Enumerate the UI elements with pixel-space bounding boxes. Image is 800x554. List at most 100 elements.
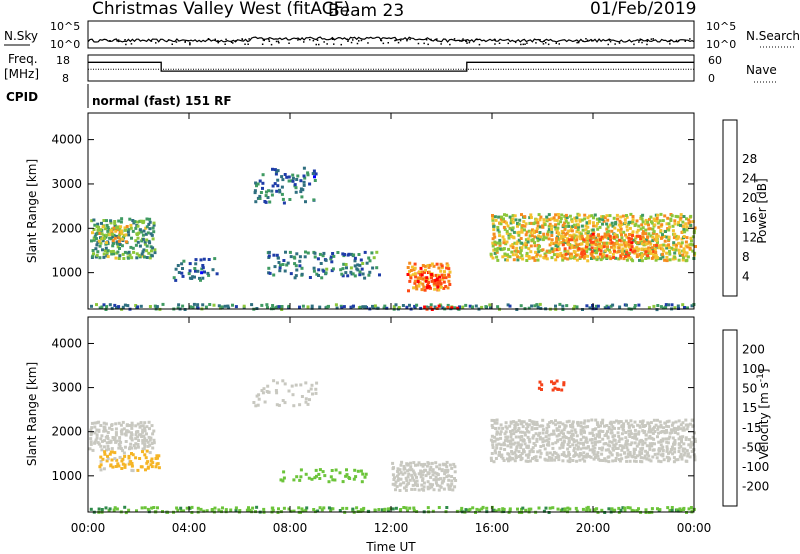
noise-search-point bbox=[124, 39, 126, 41]
data-point bbox=[130, 423, 134, 427]
data-point bbox=[514, 430, 518, 434]
noise-search-point bbox=[318, 43, 320, 46]
data-point bbox=[113, 506, 117, 510]
y-tick-label: 2000 bbox=[51, 221, 82, 235]
data-point bbox=[631, 425, 635, 429]
data-point bbox=[503, 252, 507, 256]
data-point bbox=[612, 420, 616, 424]
data-point bbox=[603, 235, 607, 239]
data-point bbox=[261, 186, 264, 190]
data-point bbox=[344, 263, 348, 266]
data-point bbox=[288, 250, 292, 254]
data-point bbox=[633, 448, 637, 451]
data-point bbox=[640, 460, 644, 464]
noise-search-point bbox=[350, 41, 353, 44]
data-point bbox=[113, 236, 117, 240]
data-point bbox=[495, 446, 499, 450]
data-point bbox=[580, 242, 584, 246]
data-point bbox=[644, 508, 648, 512]
data-point bbox=[504, 242, 508, 246]
noise-search-point bbox=[608, 39, 611, 41]
noise-search-point bbox=[591, 40, 593, 42]
data-point bbox=[567, 240, 570, 244]
data-point bbox=[509, 435, 513, 439]
data-point bbox=[618, 225, 622, 228]
data-point bbox=[557, 247, 561, 251]
data-point bbox=[634, 432, 638, 436]
data-point bbox=[221, 506, 224, 510]
data-point bbox=[433, 471, 437, 475]
data-point bbox=[127, 228, 131, 232]
data-point bbox=[670, 508, 674, 512]
data-point bbox=[414, 463, 417, 467]
y-tick-label: 3000 bbox=[51, 177, 82, 191]
data-point bbox=[658, 219, 662, 223]
data-point bbox=[600, 452, 604, 456]
data-point bbox=[641, 220, 645, 224]
data-point bbox=[562, 432, 565, 436]
data-point bbox=[431, 509, 435, 513]
data-point bbox=[498, 432, 502, 436]
data-point bbox=[491, 244, 495, 248]
data-point bbox=[517, 450, 521, 454]
data-point bbox=[533, 235, 537, 239]
data-point bbox=[447, 267, 451, 271]
data-point bbox=[298, 478, 302, 482]
data-point bbox=[566, 459, 570, 463]
noise-search-point bbox=[633, 43, 635, 46]
data-point bbox=[281, 479, 285, 483]
data-point bbox=[365, 261, 369, 265]
data-point bbox=[686, 452, 690, 456]
data-point bbox=[615, 233, 619, 237]
data-point bbox=[666, 216, 670, 220]
data-point bbox=[510, 450, 514, 453]
data-point bbox=[312, 508, 316, 511]
data-point bbox=[649, 430, 653, 434]
data-point bbox=[543, 223, 547, 227]
data-point bbox=[442, 476, 446, 480]
data-point bbox=[138, 228, 142, 232]
data-point bbox=[493, 247, 497, 251]
data-point bbox=[408, 478, 412, 482]
data-point bbox=[537, 386, 541, 390]
data-point bbox=[444, 276, 448, 280]
data-point bbox=[331, 478, 335, 482]
data-point bbox=[322, 506, 326, 510]
data-point bbox=[595, 421, 599, 425]
data-point bbox=[620, 437, 624, 441]
data-point bbox=[116, 245, 120, 249]
data-point bbox=[568, 460, 572, 464]
data-point bbox=[547, 455, 551, 459]
data-point bbox=[141, 233, 145, 237]
data-point bbox=[620, 249, 624, 253]
data-point bbox=[603, 232, 607, 236]
data-point bbox=[97, 428, 101, 432]
data-point bbox=[614, 220, 618, 224]
data-point bbox=[490, 452, 494, 455]
data-point bbox=[141, 237, 145, 241]
data-point bbox=[408, 270, 411, 274]
data-point bbox=[421, 282, 425, 286]
data-point bbox=[257, 397, 261, 401]
data-point bbox=[603, 216, 607, 220]
data-point bbox=[150, 465, 154, 469]
data-point bbox=[557, 222, 561, 226]
noise-search-point bbox=[340, 43, 342, 46]
data-point bbox=[391, 482, 395, 486]
data-point bbox=[659, 212, 663, 216]
x-tick-label: 08:00 bbox=[273, 521, 308, 535]
data-point bbox=[588, 448, 592, 452]
data-point bbox=[505, 258, 509, 262]
data-point bbox=[360, 267, 364, 271]
data-point bbox=[582, 430, 586, 434]
data-point bbox=[607, 233, 611, 237]
data-point bbox=[584, 231, 588, 235]
data-point bbox=[649, 459, 653, 463]
data-point bbox=[614, 456, 618, 460]
data-point bbox=[566, 447, 570, 451]
noise-search-point bbox=[270, 43, 273, 46]
data-point bbox=[551, 250, 555, 253]
data-point bbox=[649, 220, 653, 224]
data-point bbox=[95, 303, 98, 307]
data-point bbox=[563, 256, 567, 260]
